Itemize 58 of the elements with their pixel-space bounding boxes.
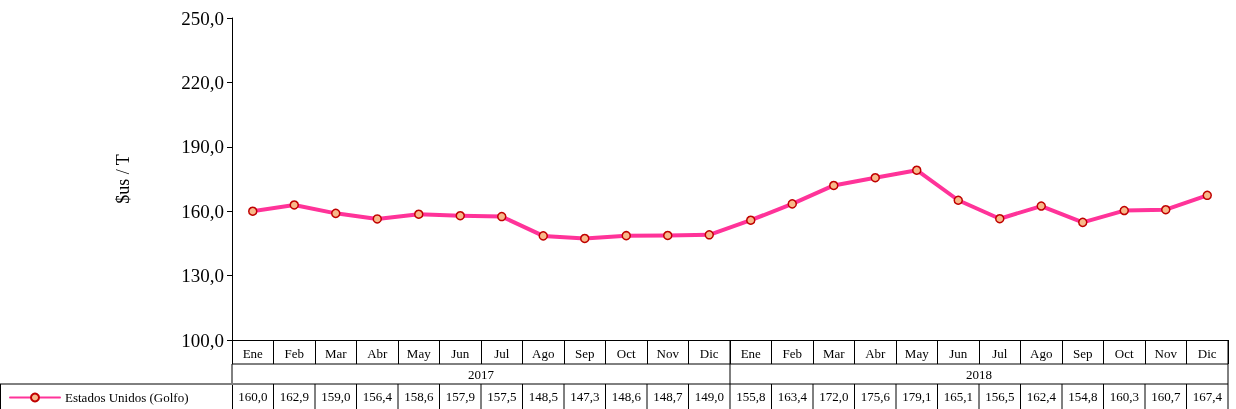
x-tick-label: Abr bbox=[367, 346, 389, 361]
data-label: 165,1 bbox=[943, 389, 973, 404]
y-tick-label: 250,0 bbox=[181, 7, 224, 29]
x-tick-label: Jun bbox=[949, 346, 968, 361]
data-label: 156,4 bbox=[362, 389, 393, 404]
data-label: 148,5 bbox=[528, 389, 558, 404]
x-tick-label: Nov bbox=[656, 346, 680, 361]
data-label: 167,4 bbox=[1192, 389, 1223, 404]
legend-label: Estados Unidos (Golfo) bbox=[65, 390, 189, 405]
text: 2018 bbox=[966, 366, 992, 382]
x-tick-label: Feb bbox=[284, 346, 304, 361]
data-label: 147,3 bbox=[570, 389, 600, 404]
x-tick-label: Nov bbox=[1154, 346, 1178, 361]
data-label: 154,8 bbox=[1068, 389, 1098, 404]
y-axis-title: $us / T bbox=[113, 154, 133, 204]
x-tick-label: Abr bbox=[865, 346, 887, 361]
x-tick-label: Ago bbox=[1030, 346, 1053, 361]
y-tick-label: 160,0 bbox=[181, 200, 224, 222]
data-label: 159,0 bbox=[321, 389, 351, 404]
x-tick-label: Sep bbox=[575, 346, 595, 361]
x-tick-label: Sep bbox=[1073, 346, 1093, 361]
data-label: 172,0 bbox=[819, 389, 849, 404]
y-tick-label: 190,0 bbox=[181, 136, 224, 158]
x-tick-label: May bbox=[904, 346, 930, 361]
data-label: 149,0 bbox=[694, 389, 724, 404]
data-label: 148,6 bbox=[611, 389, 642, 404]
x-tick-label: Oct bbox=[616, 346, 637, 361]
data-label: 157,5 bbox=[487, 389, 517, 404]
y-tick-label: 130,0 bbox=[181, 265, 224, 287]
data-label: 156,5 bbox=[985, 389, 1015, 404]
data-label: 157,9 bbox=[445, 389, 475, 404]
x-tick-label: May bbox=[406, 346, 432, 361]
data-label: 155,8 bbox=[736, 389, 766, 404]
x-tick-label: Feb bbox=[782, 346, 802, 361]
data-label: 163,4 bbox=[777, 389, 808, 404]
x-tick-label: Jul bbox=[992, 346, 1008, 361]
data-label: 162,4 bbox=[1026, 389, 1057, 404]
data-label: 148,7 bbox=[653, 389, 683, 404]
data-label: 175,6 bbox=[860, 389, 891, 404]
data-label: 160,3 bbox=[1109, 389, 1139, 404]
data-label: 158,6 bbox=[404, 389, 434, 404]
x-tick-label: Jul bbox=[494, 346, 510, 361]
data-label: 160,7 bbox=[1151, 389, 1181, 404]
x-tick-label: Mar bbox=[324, 346, 348, 361]
x-tick-label: Dic bbox=[1197, 346, 1217, 361]
data-label: 162,9 bbox=[279, 389, 309, 404]
text: 2017 bbox=[468, 366, 495, 382]
y-tick-label: 100,0 bbox=[181, 329, 224, 351]
data-label: 179,1 bbox=[902, 389, 932, 404]
y-tick-label: 220,0 bbox=[181, 71, 224, 93]
x-tick-label: Jun bbox=[451, 346, 470, 361]
x-tick-label: Mar bbox=[822, 346, 846, 361]
x-tick-label: Dic bbox=[699, 346, 719, 361]
x-tick-label: Ago bbox=[532, 346, 555, 361]
x-tick-label: Ene bbox=[242, 346, 264, 361]
x-tick-label: Ene bbox=[740, 346, 762, 361]
x-tick-label: Oct bbox=[1114, 346, 1135, 361]
data-label: 160,0 bbox=[238, 389, 268, 404]
